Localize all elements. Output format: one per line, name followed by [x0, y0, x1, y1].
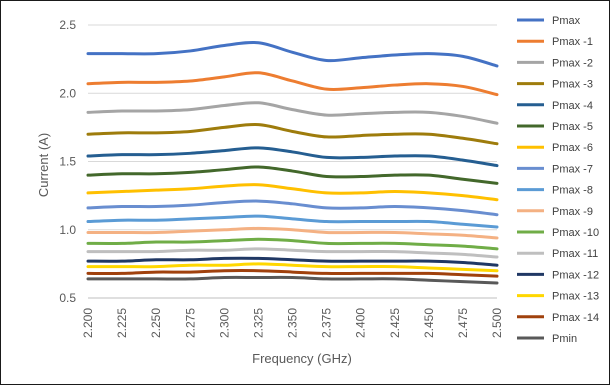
y-tick-label: 2.0: [59, 86, 76, 100]
series-line-pmax-13: [86, 262, 499, 273]
series-line-pmax-12: [86, 256, 499, 267]
series-line-pmax: [86, 40, 499, 68]
x-tick-label: 2.350: [286, 308, 300, 338]
series-line-pmax-6: [86, 183, 499, 202]
legend-label: Pmax -12: [552, 269, 599, 281]
legend-label: Pmax -2: [552, 57, 593, 69]
series-line-pmax-8: [86, 214, 499, 229]
series-line-pmax-5: [86, 165, 499, 185]
x-tick-label: 2.200: [81, 308, 95, 338]
x-tick-label: 2.450: [422, 308, 436, 338]
series-line-pmax-4: [86, 146, 499, 168]
x-tick-label: 2.400: [354, 308, 368, 338]
legend-label: Pmax -3: [552, 79, 593, 91]
y-tick-label: 0.5: [59, 291, 76, 305]
legend-label: Pmax: [552, 15, 581, 27]
x-tick-label: 2.375: [320, 308, 334, 338]
legend-label: Pmax -9: [552, 206, 593, 218]
x-tick-label: 2.325: [251, 308, 265, 338]
x-tick-label: 2.250: [149, 308, 163, 338]
legend-label: Pmax -11: [552, 248, 598, 260]
y-axis-ticks: 0.5 1.0 1.5 2.0 2.5: [59, 18, 76, 305]
legend-label: Pmax -7: [552, 163, 593, 175]
series-lines: [86, 40, 499, 285]
y-tick-label: 1.0: [59, 223, 76, 237]
legend-label: Pmax -8: [552, 185, 593, 197]
gridlines: [88, 24, 497, 299]
y-tick-label: 1.5: [59, 155, 76, 169]
x-tick-label: 2.500: [490, 308, 504, 338]
x-axis-ticks: 2.200 2.225 2.250 2.275 2.300 2.325 2.350 2.375…: [81, 308, 504, 338]
series-line-pmax-1: [86, 71, 499, 97]
legend-label: Pmax -6: [552, 142, 593, 154]
series-line-pmax-3: [86, 123, 499, 146]
x-tick-label: 2.300: [217, 308, 231, 338]
x-tick-label: 2.475: [456, 308, 470, 338]
legend-label: Pmax -10: [552, 227, 599, 239]
legend-label: Pmax -14: [552, 312, 599, 324]
x-axis-title: Frequency (GHz): [252, 351, 352, 366]
legend-label: Pmin: [552, 333, 577, 345]
x-tick-label: 2.425: [388, 308, 402, 338]
series-line-pmax-9: [86, 226, 499, 240]
legend-label: Pmax -5: [552, 121, 593, 133]
series-line-pmax-2: [86, 101, 499, 125]
series-line-pmax-10: [86, 237, 499, 251]
series-line-pmin: [86, 275, 499, 285]
y-axis-title: Current (A): [36, 133, 51, 197]
y-tick-label: 2.5: [59, 18, 76, 32]
legend-label: Pmax -4: [552, 100, 593, 112]
x-tick-label: 2.225: [115, 308, 129, 338]
x-tick-label: 2.275: [183, 308, 197, 338]
series-line-pmax-7: [86, 199, 499, 217]
series-line-pmax-11: [86, 247, 499, 259]
legend-label: Pmax -13: [552, 291, 599, 303]
legend-label: Pmax -1: [552, 36, 593, 48]
legend: Pmax Pmax -1 Pmax -2 Pmax -3 Pmax -4 Pmax -5 P…: [517, 15, 599, 345]
series-line-pmax-14: [86, 269, 499, 278]
